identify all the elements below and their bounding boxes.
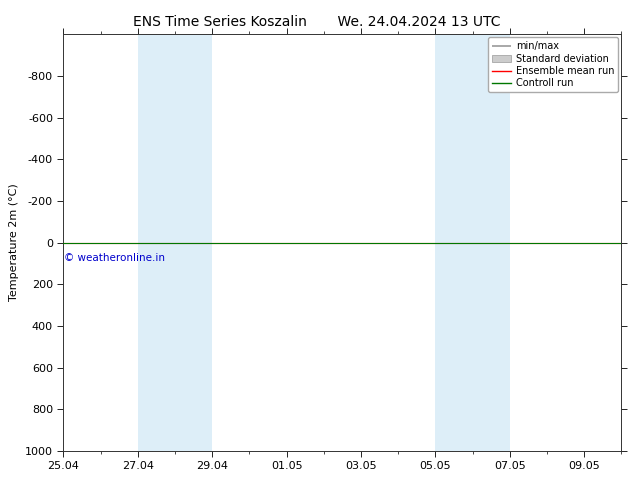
- Text: ENS Time Series Koszalin       We. 24.04.2024 13 UTC: ENS Time Series Koszalin We. 24.04.2024 …: [133, 15, 501, 29]
- Legend: min/max, Standard deviation, Ensemble mean run, Controll run: min/max, Standard deviation, Ensemble me…: [488, 37, 618, 92]
- Bar: [138, 34, 212, 451]
- Bar: [436, 34, 510, 451]
- Y-axis label: Temperature 2m (°C): Temperature 2m (°C): [10, 184, 20, 301]
- Text: © weatheronline.in: © weatheronline.in: [64, 253, 165, 263]
